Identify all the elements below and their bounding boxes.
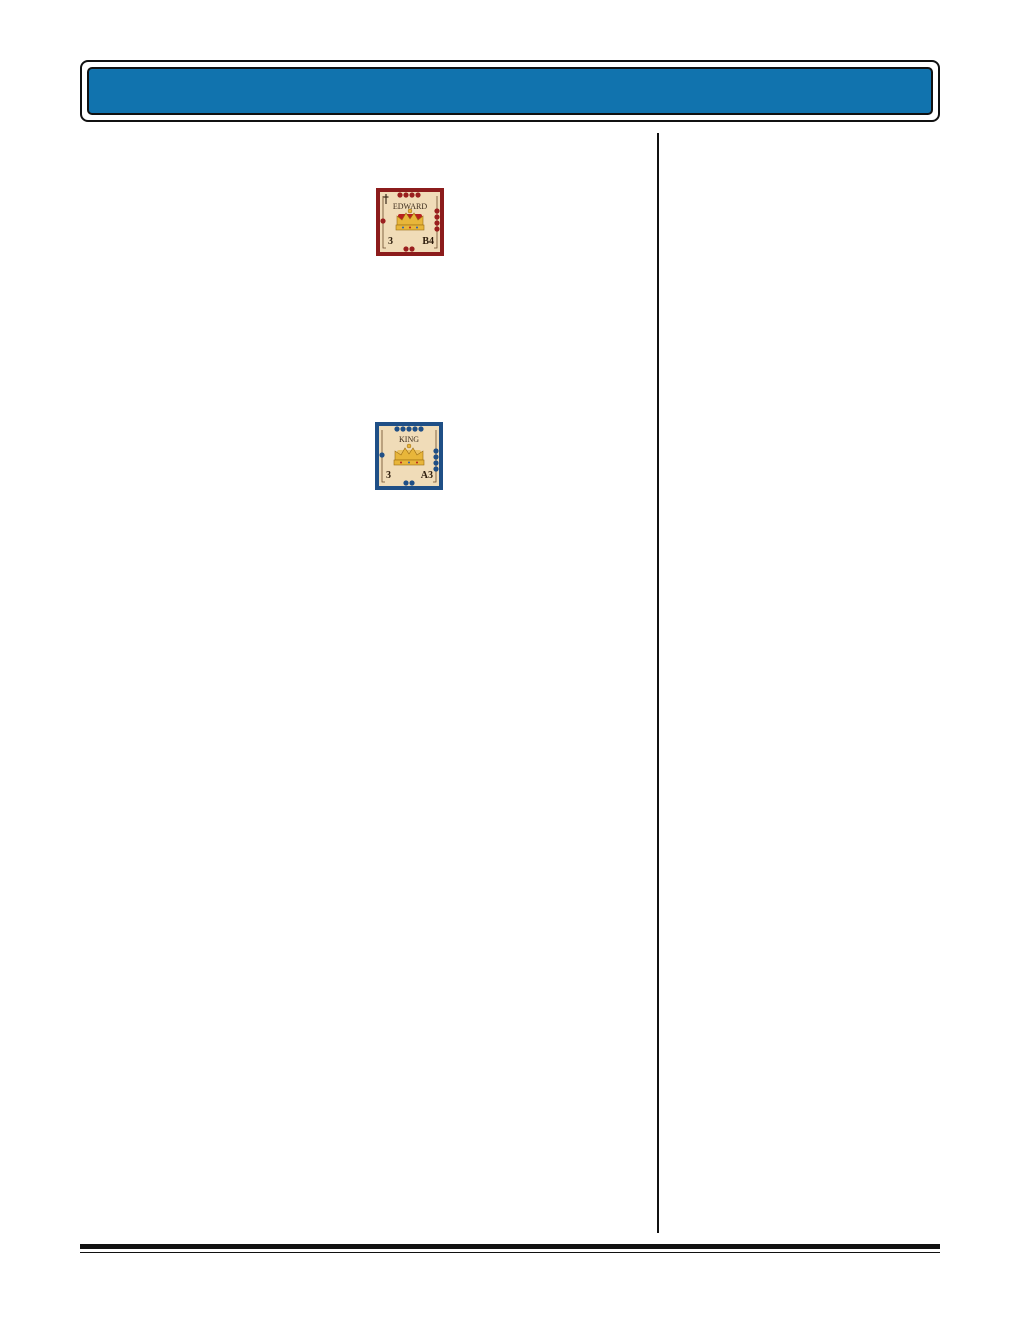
- crown-icon: [393, 443, 425, 466]
- king-top-pips: [394, 426, 424, 432]
- footer-rule: [80, 1244, 940, 1249]
- edward-block-graphic: EDWARD 3 B4: [376, 188, 444, 256]
- header-banner: [80, 60, 940, 122]
- header-banner-fill: [87, 67, 933, 115]
- block-strength-label: 3: [388, 236, 393, 247]
- block-combat-label: B4: [422, 236, 434, 247]
- edward-left-pips: [380, 218, 386, 224]
- king-left-pips: [379, 452, 385, 458]
- edward-right-pips: [434, 208, 440, 232]
- block-name-label: EDWARD: [393, 202, 427, 211]
- edward-block: EDWARD 3 B4: [376, 188, 444, 256]
- king-block: KING 3 A3: [375, 422, 443, 490]
- block-name-label: KING: [399, 435, 419, 444]
- king-block-graphic: KING 3 A3: [375, 422, 443, 490]
- cross-icon: [383, 194, 389, 204]
- edward-bottom-pips: [403, 246, 415, 252]
- king-bottom-pips: [403, 480, 415, 486]
- block-combat-label: A3: [421, 470, 433, 481]
- king-right-pips: [433, 448, 439, 472]
- footer-rule-thin: [80, 1252, 940, 1253]
- column-divider: [657, 133, 659, 1233]
- crown-icon: [395, 208, 425, 231]
- block-strength-label: 3: [386, 470, 391, 481]
- edward-top-pips: [397, 192, 421, 198]
